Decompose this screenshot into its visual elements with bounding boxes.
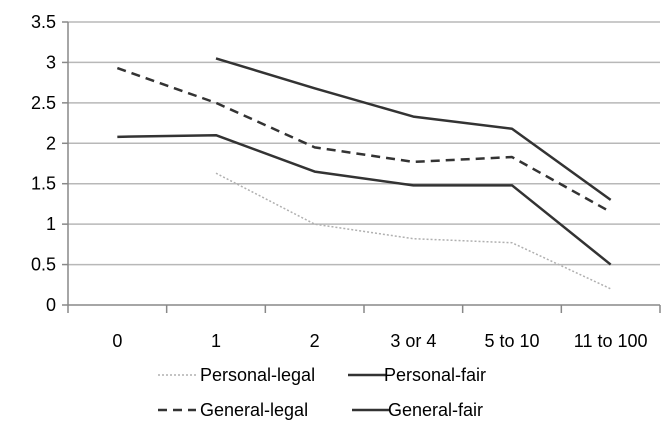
series-lines [116, 57, 612, 290]
x-tick-label: 11 to 100 [574, 331, 648, 351]
y-axis-ticks: 0 0.5 1 1.5 2 2.5 3 3.5 [31, 12, 68, 315]
x-tick-label: 2 [310, 331, 320, 351]
x-tick-label: 3 or 4 [390, 331, 436, 351]
axes [67, 22, 660, 306]
x-axis-ticks: 0 1 2 3 or 4 5 to 10 11 to 100 [67, 305, 661, 351]
y-tick-label: 1 [46, 214, 56, 234]
y-tick-label: 1.5 [31, 174, 56, 194]
legend-label: General-legal [200, 400, 308, 420]
y-tick-label: 0 [46, 295, 56, 315]
x-tick-label: 0 [112, 331, 122, 351]
series-line-general-legal [116, 66, 612, 214]
y-tick-label: 3.5 [31, 12, 56, 32]
series-line-personal-fair [117, 133, 612, 266]
y-tick-label: 2 [46, 133, 56, 153]
legend-label: Personal-fair [384, 365, 486, 385]
legend-label: General-fair [388, 400, 483, 420]
y-tick-label: 0.5 [31, 255, 56, 275]
y-tick-label: 2.5 [31, 93, 56, 113]
legend: Personal-legal Personal-fair General-legal… [158, 365, 486, 420]
gridlines [68, 21, 660, 266]
series-line-personal-legal [215, 172, 611, 290]
x-tick-label: 1 [211, 331, 221, 351]
y-tick-label: 3 [46, 52, 56, 72]
series-line-general-fair [215, 57, 612, 201]
legend-label: Personal-legal [200, 365, 315, 385]
x-tick-label: 5 to 10 [484, 331, 539, 351]
